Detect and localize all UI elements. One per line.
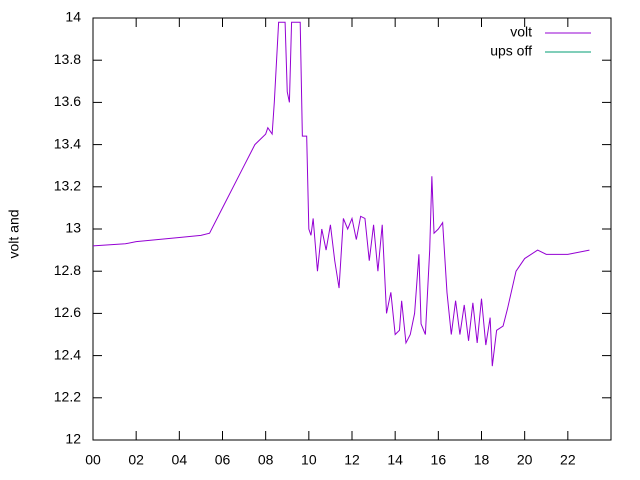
y-tick-label: 14 xyxy=(65,9,81,25)
y-tick-label: 13.2 xyxy=(54,178,81,194)
y-tick-label: 12.6 xyxy=(54,304,81,320)
plot-border xyxy=(92,17,612,441)
x-tick-label: 10 xyxy=(301,452,317,468)
y-tick-label: 12 xyxy=(65,431,81,447)
x-tick-label: 18 xyxy=(474,452,490,468)
y-tick-label: 12.2 xyxy=(54,389,81,405)
x-tick-label: 14 xyxy=(387,452,403,468)
y-axis-label: volt and xyxy=(6,209,22,258)
y-tick-label: 13.6 xyxy=(54,93,81,109)
x-tick-label: 02 xyxy=(128,452,144,468)
x-tick-label: 20 xyxy=(517,452,533,468)
x-tick-label: 00 xyxy=(85,452,101,468)
x-tick-label: 22 xyxy=(560,452,576,468)
x-tick-label: 16 xyxy=(431,452,447,468)
x-tick-label: 04 xyxy=(172,452,188,468)
x-tick-label: 06 xyxy=(215,452,231,468)
x-tick-label: 12 xyxy=(344,452,360,468)
y-tick-label: 13 xyxy=(65,220,81,236)
series-line xyxy=(92,21,590,367)
y-tick-label: 12.8 xyxy=(54,262,81,278)
y-tick-label: 13.8 xyxy=(54,51,81,67)
x-tick-label: 08 xyxy=(258,452,274,468)
legend-label: volt xyxy=(510,24,532,40)
legend-label: ups off xyxy=(490,43,532,59)
y-tick-label: 13.4 xyxy=(54,135,81,151)
y-tick-label: 12.4 xyxy=(54,346,81,362)
